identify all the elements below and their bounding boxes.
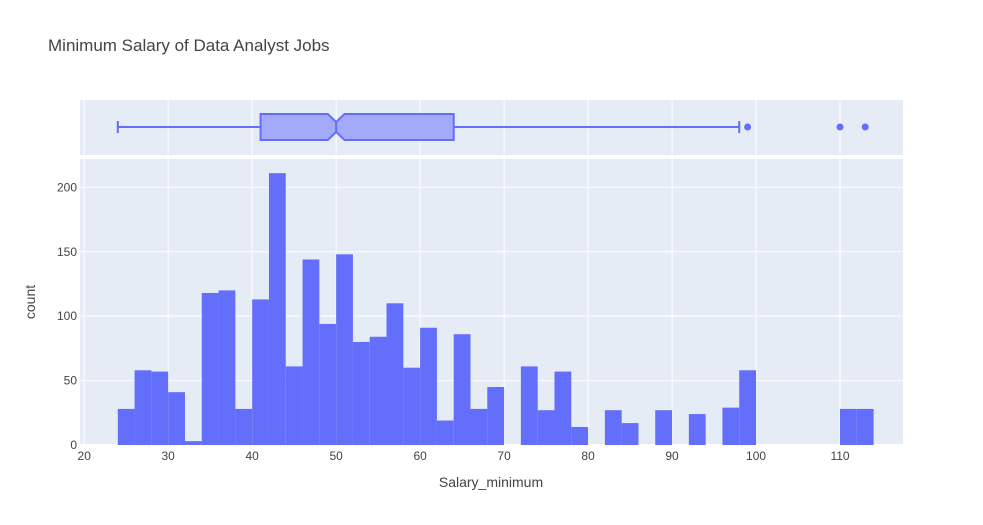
x-tick-label: 70 bbox=[497, 449, 511, 463]
histogram-bar bbox=[487, 387, 505, 445]
histogram-bar bbox=[604, 410, 622, 445]
chart-title: Minimum Salary of Data Analyst Jobs bbox=[48, 36, 330, 55]
x-tick-label: 110 bbox=[830, 449, 849, 463]
histogram-bar bbox=[369, 336, 387, 445]
histogram-bar bbox=[302, 259, 320, 445]
histogram-bar bbox=[386, 303, 404, 445]
histogram-bar bbox=[134, 370, 152, 445]
histogram-bar bbox=[252, 299, 269, 445]
histogram-bar bbox=[655, 410, 673, 445]
histogram-bar bbox=[688, 414, 706, 445]
histogram-bar bbox=[218, 290, 236, 445]
y-tick-label: 150 bbox=[57, 245, 77, 259]
y-axis-ticks: 0 50 100 150 200 bbox=[57, 180, 77, 452]
x-axis-ticks: 20 30 40 50 60 70 80 90 100 110 bbox=[78, 449, 850, 463]
x-tick-label: 50 bbox=[329, 449, 343, 463]
box-outlier-point bbox=[744, 123, 752, 131]
histogram-bar bbox=[621, 423, 639, 445]
histogram-bar bbox=[151, 371, 169, 445]
x-tick-label: 80 bbox=[581, 449, 595, 463]
histogram-bar bbox=[537, 410, 555, 445]
x-tick-label: 30 bbox=[161, 449, 175, 463]
x-tick-label: 100 bbox=[746, 449, 766, 463]
x-tick-label: 40 bbox=[245, 449, 259, 463]
histogram-bar bbox=[336, 254, 353, 445]
y-axis-title: count bbox=[22, 285, 38, 319]
histogram-bar bbox=[184, 441, 202, 445]
histogram-bar bbox=[117, 408, 135, 445]
histogram-bar bbox=[420, 327, 437, 445]
histogram-bar bbox=[840, 408, 857, 445]
histogram-bar bbox=[268, 173, 286, 445]
histogram-bar bbox=[168, 392, 185, 445]
histogram-bar bbox=[436, 420, 454, 445]
histogram-bar bbox=[722, 407, 740, 445]
histogram-bars bbox=[117, 173, 874, 445]
histogram-bar bbox=[554, 371, 572, 445]
box-outlier-point bbox=[861, 123, 869, 131]
box-body bbox=[259, 113, 455, 141]
y-tick-label: 200 bbox=[57, 180, 77, 194]
x-tick-label: 60 bbox=[413, 449, 427, 463]
histogram-bar bbox=[571, 426, 589, 445]
histogram-bar bbox=[285, 366, 303, 445]
histogram-bar bbox=[453, 334, 471, 445]
x-tick-label: 90 bbox=[665, 449, 679, 463]
box-plot bbox=[116, 113, 869, 141]
box-outlier-point bbox=[836, 123, 844, 131]
y-tick-label: 50 bbox=[64, 374, 78, 388]
histogram-bar bbox=[235, 408, 253, 445]
y-tick-label: 100 bbox=[57, 309, 77, 323]
y-tick-label: 0 bbox=[70, 438, 77, 452]
histogram-bar bbox=[520, 366, 538, 445]
histogram-bar bbox=[403, 367, 421, 445]
x-tick-label: 20 bbox=[78, 449, 92, 463]
histogram-bar bbox=[201, 292, 219, 445]
histogram-bar bbox=[856, 408, 874, 445]
histogram-bar bbox=[470, 408, 488, 445]
histogram-bar bbox=[739, 370, 757, 445]
x-axis-title: Salary_minimum bbox=[439, 474, 543, 490]
histogram-bar bbox=[352, 341, 370, 445]
histogram-bar bbox=[319, 323, 337, 445]
